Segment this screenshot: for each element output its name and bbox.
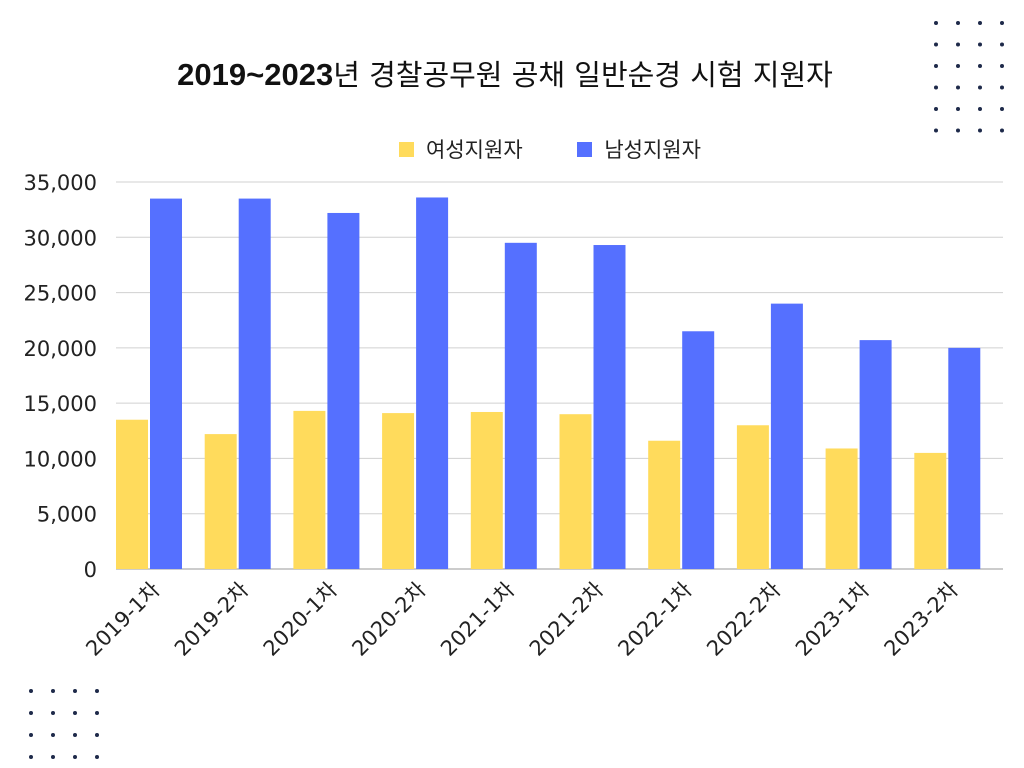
decorative-dot: [1000, 107, 1004, 111]
bar-female: [204, 434, 237, 569]
y-tick-label: 10,000: [24, 447, 97, 471]
bar-male: [416, 197, 449, 570]
decorative-dot: [956, 21, 960, 25]
decorative-dot: [95, 733, 99, 737]
decorative-dot: [934, 128, 938, 133]
bar-male: [593, 245, 626, 570]
decorative-dot: [978, 128, 982, 133]
x-tick-label: 2019-2차: [170, 578, 253, 661]
decorative-dot: [73, 711, 77, 715]
y-tick-label: 5,000: [37, 503, 97, 527]
decorative-dot: [51, 755, 55, 759]
decorative-dot: [95, 711, 99, 715]
bar-female: [825, 448, 858, 569]
decorative-dot: [934, 42, 938, 47]
bar-male: [504, 242, 537, 570]
bar-female: [470, 411, 503, 569]
decorative-dot: [51, 689, 55, 693]
legend-label-male: 남성지원자: [604, 138, 701, 162]
x-tick-label: 2021-1차: [436, 578, 519, 661]
decorative-dot: [51, 711, 55, 715]
decorative-dot: [1000, 85, 1004, 90]
decorative-dot: [978, 42, 982, 47]
x-tick-label: 2022-1차: [614, 578, 697, 661]
bar-male: [859, 340, 892, 569]
decorative-dot: [73, 755, 77, 759]
bar-male: [238, 198, 271, 570]
bar-male: [948, 347, 981, 569]
decorative-dot: [978, 85, 982, 90]
y-axis-ticks: 0 5,000 10,000 15,000 20,000 25,000 30,000 35,0…: [24, 171, 97, 582]
chart-title-text: 년 경찰공무원 공채 일반순경 시험 지원자: [333, 58, 833, 92]
decorative-dot: [956, 64, 960, 68]
x-axis-ticks: 2019-1차 2019-2차 2020-1차 2020-2차 2021-1차 2021-…: [81, 578, 963, 661]
decorative-dot: [95, 755, 99, 759]
decorative-dots-top-right: [934, 21, 1004, 133]
bar-female: [293, 410, 326, 569]
legend-label-female: 여성지원자: [426, 138, 523, 162]
decorative-dot: [1000, 128, 1004, 133]
decorative-dot: [956, 85, 960, 90]
decorative-dot: [934, 21, 938, 25]
x-tick-label: 2021-2차: [525, 578, 608, 661]
y-tick-label: 15,000: [24, 392, 97, 416]
bar-male: [770, 303, 803, 569]
decorative-dot: [934, 85, 938, 90]
decorative-dot: [1000, 21, 1004, 25]
legend-swatch-male: [577, 141, 593, 157]
x-tick-label: 2023-2차: [880, 578, 963, 661]
x-tick-label: 2022-2차: [702, 578, 785, 661]
decorative-dots-bottom-left: [29, 689, 99, 759]
decorative-dot: [934, 107, 938, 111]
decorative-dot: [29, 711, 33, 715]
y-tick-label: 35,000: [24, 171, 97, 195]
x-tick-label: 2019-1차: [81, 578, 164, 661]
bar-female: [382, 413, 415, 569]
bar-female: [914, 452, 947, 569]
decorative-dot: [73, 733, 77, 737]
bars: [116, 197, 981, 570]
bar-male: [327, 212, 360, 569]
x-tick-label: 2020-2차: [347, 578, 430, 661]
x-tick-label: 2020-1차: [259, 578, 342, 661]
decorative-dot: [956, 128, 960, 133]
bar-male: [150, 198, 182, 570]
legend-item-male: 남성지원자: [577, 134, 701, 164]
bar-female: [116, 419, 148, 569]
bar-female: [736, 425, 769, 569]
decorative-dot: [956, 107, 960, 111]
chart-title: 2019~2023년 경찰공무원 공채 일반순경 시험 지원자: [0, 52, 1010, 94]
decorative-dot: [1000, 42, 1004, 47]
decorative-dot: [978, 21, 982, 25]
bar-male: [682, 331, 715, 569]
y-tick-label: 0: [84, 558, 97, 582]
decorative-dot: [934, 64, 938, 68]
y-tick-label: 20,000: [24, 337, 97, 361]
decorative-dot: [978, 107, 982, 111]
chart-title-years: 2019~2023: [177, 57, 334, 92]
y-tick-label: 25,000: [24, 282, 97, 306]
legend-item-female: 여성지원자: [399, 134, 523, 164]
legend-swatch-female: [399, 141, 415, 157]
decorative-dot: [29, 733, 33, 737]
decorative-dot: [978, 64, 982, 68]
decorative-dot: [1000, 64, 1004, 68]
decorative-dot: [29, 755, 33, 759]
chart-legend: 여성지원자 남성지원자: [0, 134, 1024, 164]
bar-female: [559, 414, 592, 569]
decorative-dot: [29, 689, 33, 693]
decorative-dot: [51, 733, 55, 737]
bar-female: [648, 440, 681, 569]
x-tick-label: 2023-1차: [791, 578, 874, 661]
y-tick-label: 30,000: [24, 226, 97, 250]
decorative-dot: [73, 689, 77, 693]
decorative-dot: [956, 42, 960, 47]
decorative-dot: [95, 689, 99, 693]
